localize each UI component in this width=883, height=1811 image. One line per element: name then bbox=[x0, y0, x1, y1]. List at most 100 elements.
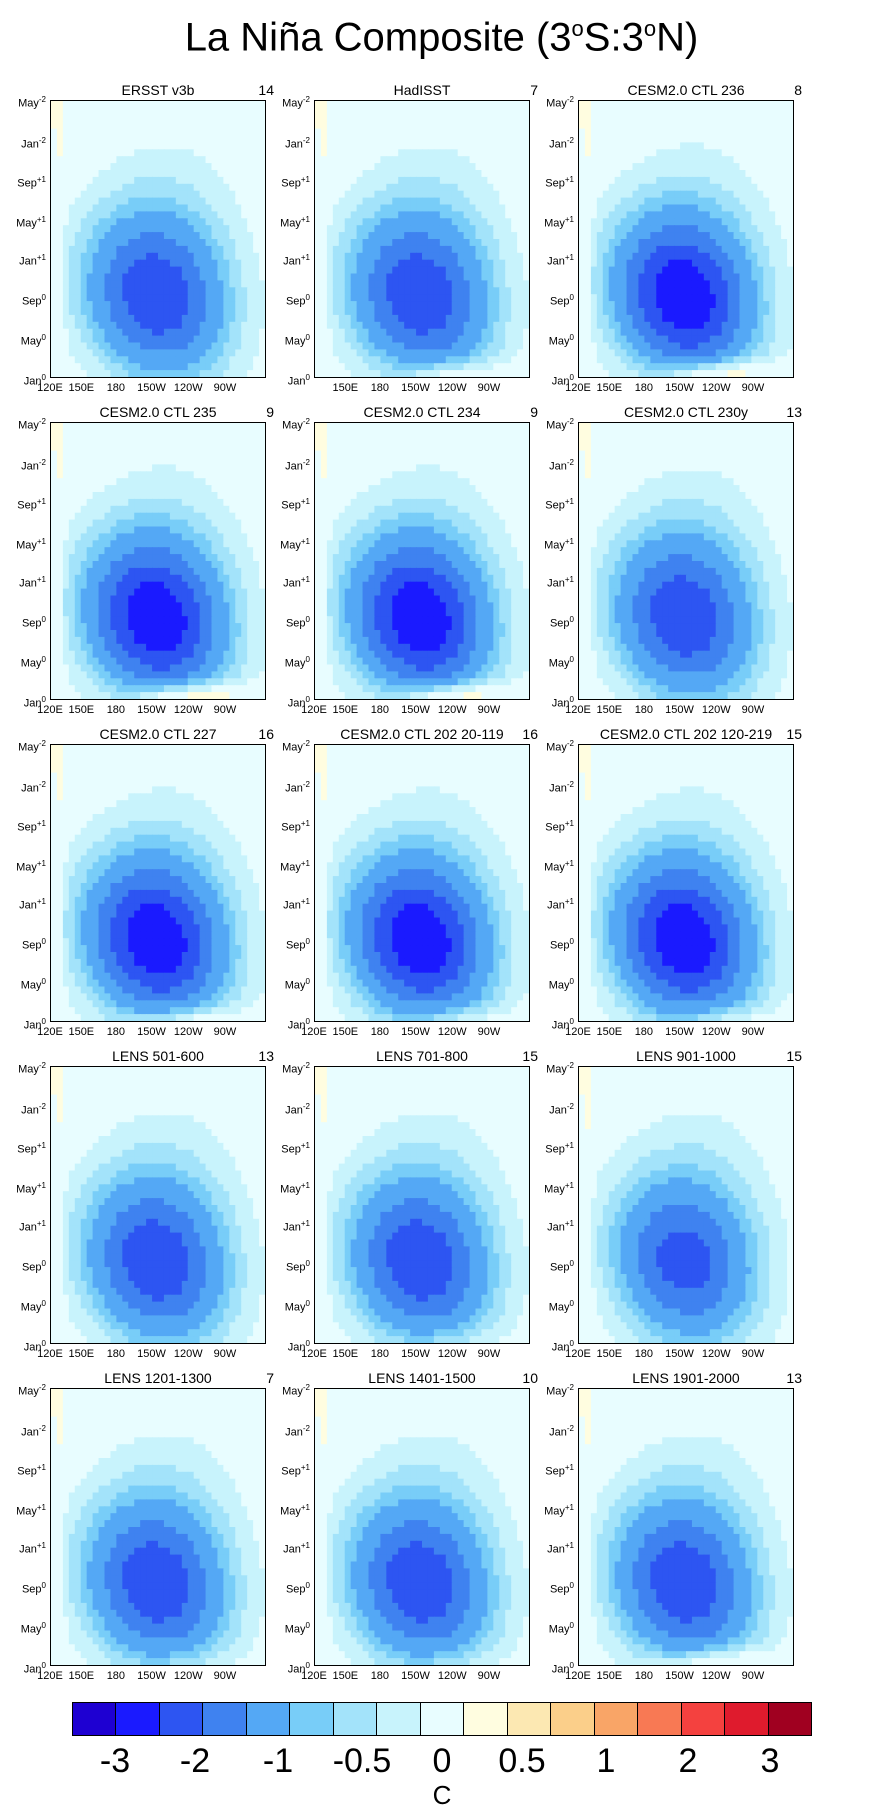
heatmap-cell bbox=[69, 356, 76, 364]
heatmap-cell bbox=[662, 101, 669, 109]
heatmap-cell bbox=[487, 349, 494, 357]
heatmap-cell bbox=[229, 280, 236, 288]
heatmap-cell bbox=[247, 315, 254, 323]
heatmap-cell bbox=[716, 370, 723, 377]
heatmap-cell bbox=[206, 458, 213, 466]
heatmap-cell bbox=[194, 423, 201, 431]
heatmap-cell bbox=[487, 198, 494, 206]
heatmap-cell bbox=[176, 322, 183, 330]
heatmap-cell bbox=[751, 370, 758, 377]
heatmap-cell bbox=[69, 232, 76, 240]
heatmap-cell bbox=[333, 198, 340, 206]
heatmap-cell bbox=[315, 136, 322, 144]
heatmap-cell bbox=[122, 499, 129, 507]
heatmap-cell bbox=[458, 253, 465, 260]
heatmap-cell bbox=[69, 471, 76, 479]
heatmap-cell bbox=[680, 287, 687, 295]
heatmap-cell bbox=[57, 253, 64, 260]
heatmap-cell bbox=[481, 322, 488, 330]
heatmap-cell bbox=[51, 471, 58, 479]
heatmap-cell bbox=[422, 239, 429, 247]
heatmap-cell bbox=[476, 170, 483, 178]
heatmap-cell bbox=[615, 149, 622, 157]
heatmap-cell bbox=[499, 260, 506, 268]
heatmap-cell bbox=[93, 280, 100, 288]
heatmap-cell bbox=[75, 485, 82, 493]
heatmap-cell bbox=[698, 225, 705, 233]
heatmap-cell bbox=[51, 349, 58, 357]
heatmap-cell bbox=[644, 101, 651, 109]
heatmap-cell bbox=[229, 308, 236, 316]
heatmap-cell bbox=[152, 136, 159, 144]
heatmap-cell bbox=[105, 232, 112, 240]
heatmap-cell bbox=[591, 356, 598, 364]
heatmap-cell bbox=[481, 122, 488, 130]
heatmap-cell bbox=[734, 232, 741, 240]
heatmap-cell bbox=[152, 163, 159, 171]
heatmap-cell bbox=[446, 287, 453, 295]
heatmap-cell bbox=[597, 205, 604, 213]
heatmap-cell bbox=[517, 108, 524, 116]
heatmap-cell bbox=[57, 115, 64, 123]
heatmap-cell bbox=[99, 356, 106, 364]
heatmap-cell bbox=[464, 308, 471, 316]
heatmap-cell bbox=[422, 115, 429, 123]
heatmap-cell bbox=[110, 370, 117, 377]
heatmap-cell bbox=[188, 356, 195, 364]
heatmap-cell bbox=[422, 163, 429, 171]
heatmap-cell bbox=[152, 478, 159, 486]
heatmap-cell bbox=[398, 170, 405, 178]
heatmap-cell bbox=[597, 211, 604, 219]
heatmap-cell bbox=[380, 142, 387, 150]
heatmap-cell bbox=[51, 430, 58, 438]
heatmap-cell bbox=[259, 485, 265, 493]
heatmap-cell bbox=[633, 322, 640, 330]
heatmap-cell bbox=[686, 322, 693, 330]
heatmap-cell bbox=[470, 370, 477, 377]
heatmap-cell bbox=[217, 294, 224, 302]
heatmap-cell bbox=[686, 308, 693, 316]
heatmap-cell bbox=[339, 329, 346, 337]
heatmap-cell bbox=[493, 308, 500, 316]
heatmap-cell bbox=[585, 108, 592, 116]
heatmap-cell bbox=[223, 506, 230, 514]
heatmap-cell bbox=[140, 464, 147, 472]
heatmap-cell bbox=[345, 115, 352, 123]
heatmap-cell bbox=[206, 239, 213, 247]
heatmap-cell bbox=[633, 177, 640, 185]
heatmap-cell bbox=[668, 274, 675, 282]
heatmap-cell bbox=[223, 301, 230, 309]
heatmap-cell bbox=[680, 136, 687, 144]
heatmap-cell bbox=[751, 177, 758, 185]
heatmap-cell bbox=[99, 184, 106, 192]
heatmap-cell bbox=[217, 136, 224, 144]
heatmap-cell bbox=[229, 225, 236, 233]
heatmap-cell bbox=[75, 444, 82, 452]
heatmap-cell bbox=[763, 191, 770, 199]
heatmap-cell bbox=[674, 149, 681, 157]
heatmap-cell bbox=[650, 232, 657, 240]
heatmap-cell bbox=[357, 349, 364, 357]
heatmap-cell bbox=[464, 232, 471, 240]
x-tick-label: 180 bbox=[360, 382, 400, 394]
heatmap-cell bbox=[235, 343, 242, 351]
heatmap-cell bbox=[93, 115, 100, 123]
heatmap-cell bbox=[446, 322, 453, 330]
heatmap-cell bbox=[170, 492, 177, 500]
heatmap-cell bbox=[158, 129, 165, 137]
heatmap-cell bbox=[591, 191, 598, 199]
heatmap-cell bbox=[505, 301, 512, 309]
heatmap-cell bbox=[410, 205, 417, 213]
heatmap-cell bbox=[134, 294, 141, 302]
heatmap-cell bbox=[740, 267, 747, 275]
heatmap-cell bbox=[446, 198, 453, 206]
heatmap-cell bbox=[259, 253, 265, 260]
heatmap-cell bbox=[585, 363, 592, 371]
heatmap-cell bbox=[392, 274, 399, 282]
heatmap-cell bbox=[259, 198, 265, 206]
heatmap-cell bbox=[105, 444, 112, 452]
heatmap-cell bbox=[170, 301, 177, 309]
heatmap-cell bbox=[122, 485, 129, 493]
heatmap-cell bbox=[170, 520, 177, 528]
